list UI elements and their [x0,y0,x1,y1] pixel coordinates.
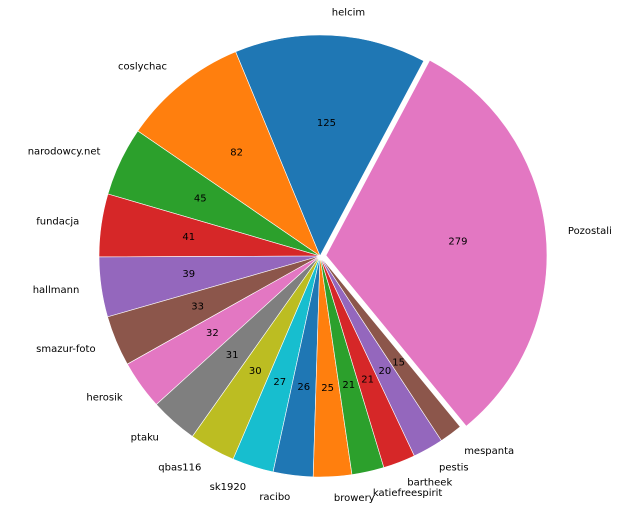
slice-value-herosik: 32 [206,328,219,339]
slice-value-sk1920: 27 [273,377,286,388]
slice-value-helcim: 125 [317,118,336,129]
pie-slice-pozostali [325,59,548,427]
pie-slice-coslychac [137,51,321,257]
slice-value-ptaku: 31 [226,350,239,361]
slice-value-narodowcy-net: 45 [194,194,207,205]
slice-value-racibo: 26 [297,382,310,393]
slice-value-qbas116: 30 [249,366,262,377]
pie-slice-helcim [235,34,425,257]
slice-label-ptaku: ptaku [131,433,159,444]
slice-label-katiefreespirit: katiefreespirit [373,488,443,499]
slice-value-smazur-foto: 33 [191,302,204,313]
slice-value-browery: 25 [321,383,334,394]
slice-label-mespanta: mespanta [464,446,514,457]
slice-label-fundacja: fundacja [36,217,79,228]
slice-label-herosik: herosik [86,393,122,404]
slice-value-katiefreespirit: 21 [342,380,355,391]
pie-slice-mespanta [319,255,461,441]
pie-labels: 125 helcim 82 coslychac 45 narodowcy.net 41 fun… [28,8,612,505]
slice-label-hallmann: hallmann [33,285,80,296]
slice-label-pozostali: Pozostali [568,226,612,237]
slice-value-mespanta: 15 [392,357,405,368]
slice-label-narodowcy-net: narodowcy.net [28,146,101,157]
slice-value-bartheek: 21 [361,374,374,385]
slice-value-fundacja: 41 [182,232,195,243]
slice-label-bartheek: bartheek [407,477,452,488]
slice-label-qbas116: qbas116 [158,463,201,474]
slice-label-helcim: helcim [332,8,365,19]
slice-label-smazur-foto: smazur-foto [36,344,95,355]
pie-wedges [98,34,548,478]
slice-value-pozostali: 279 [448,237,467,248]
slice-label-coslychac: coslychac [118,62,167,73]
slice-label-browery: browery [334,493,375,504]
slice-label-sk1920: sk1920 [210,482,246,493]
slice-value-hallmann: 39 [182,269,195,280]
slice-label-pestis: pestis [439,463,469,474]
slice-value-pestis: 20 [379,366,392,377]
slice-value-coslychac: 82 [230,147,243,158]
slice-label-racibo: racibo [259,492,290,503]
